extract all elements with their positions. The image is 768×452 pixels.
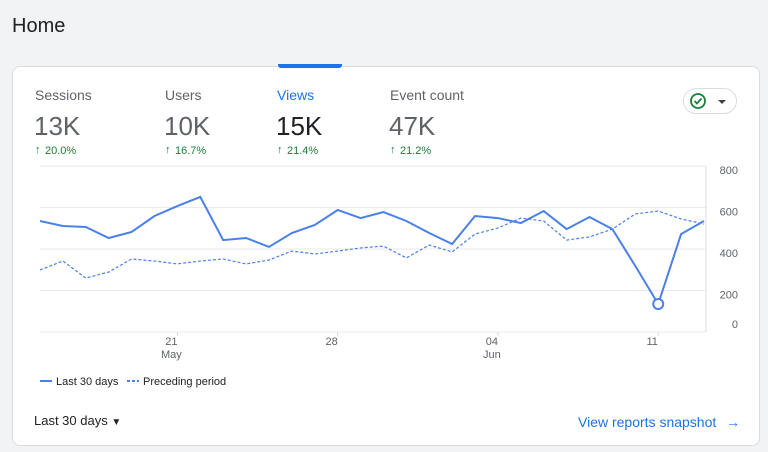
arrow-icon: →	[726, 414, 741, 430]
comparison-button[interactable]	[683, 88, 737, 114]
metric-label: Event count	[390, 87, 464, 103]
up-arrow: ↑	[277, 144, 283, 156]
series-line	[39, 195, 705, 307]
y-tick-label: 200	[720, 290, 738, 302]
metric-change: 20.0%	[45, 145, 77, 157]
x-month-label: Jun	[483, 349, 501, 361]
legend-label: Preceding period	[143, 376, 226, 388]
y-tick-label: 600	[720, 207, 738, 219]
dropdown-arrow	[718, 100, 726, 104]
x-tick-label: 11	[646, 336, 657, 348]
page-title: Home	[12, 15, 66, 37]
up-arrow: ↑	[35, 144, 41, 156]
check-icon	[690, 93, 706, 109]
metric-change: 21.4%	[287, 145, 319, 157]
y-tick-label: 0	[732, 319, 738, 331]
metric-label: Users	[165, 87, 202, 103]
metric-value: 15K	[276, 111, 323, 141]
x-tick-label: 04	[486, 336, 498, 348]
metric-change: 16.7%	[175, 145, 207, 157]
link-label: View reports snapshot	[578, 414, 717, 430]
check-mark	[693, 97, 703, 105]
min-point	[652, 297, 665, 310]
metric-value: 13K	[34, 111, 81, 141]
x-month-label: May	[161, 349, 182, 361]
x-tick-label: 28	[326, 336, 338, 348]
card	[12, 66, 760, 446]
metric-value: 47K	[389, 111, 436, 141]
y-tick-label: 400	[720, 248, 738, 260]
range-label: Last 30 days	[34, 413, 108, 428]
x-tick-label: 21	[165, 336, 177, 348]
metric-change: 21.2%	[400, 145, 432, 157]
up-arrow: ↑	[390, 144, 396, 156]
up-arrow: ↑	[165, 144, 171, 156]
selected-tab-indicator	[278, 64, 342, 68]
metric-label: Sessions	[35, 87, 92, 103]
metric-value: 10K	[164, 111, 211, 141]
range-dropdown[interactable]: Last 30 days ▼	[34, 413, 121, 428]
icons	[690, 93, 726, 109]
dropdown-arrow: ▼	[111, 417, 122, 428]
legend-label: Last 30 days	[56, 376, 119, 388]
metric-label: Views	[277, 87, 315, 103]
y-tick-label: 800	[720, 165, 738, 177]
view-reports-link[interactable]: View reports snapshot →	[578, 414, 740, 430]
series-line	[39, 210, 705, 279]
